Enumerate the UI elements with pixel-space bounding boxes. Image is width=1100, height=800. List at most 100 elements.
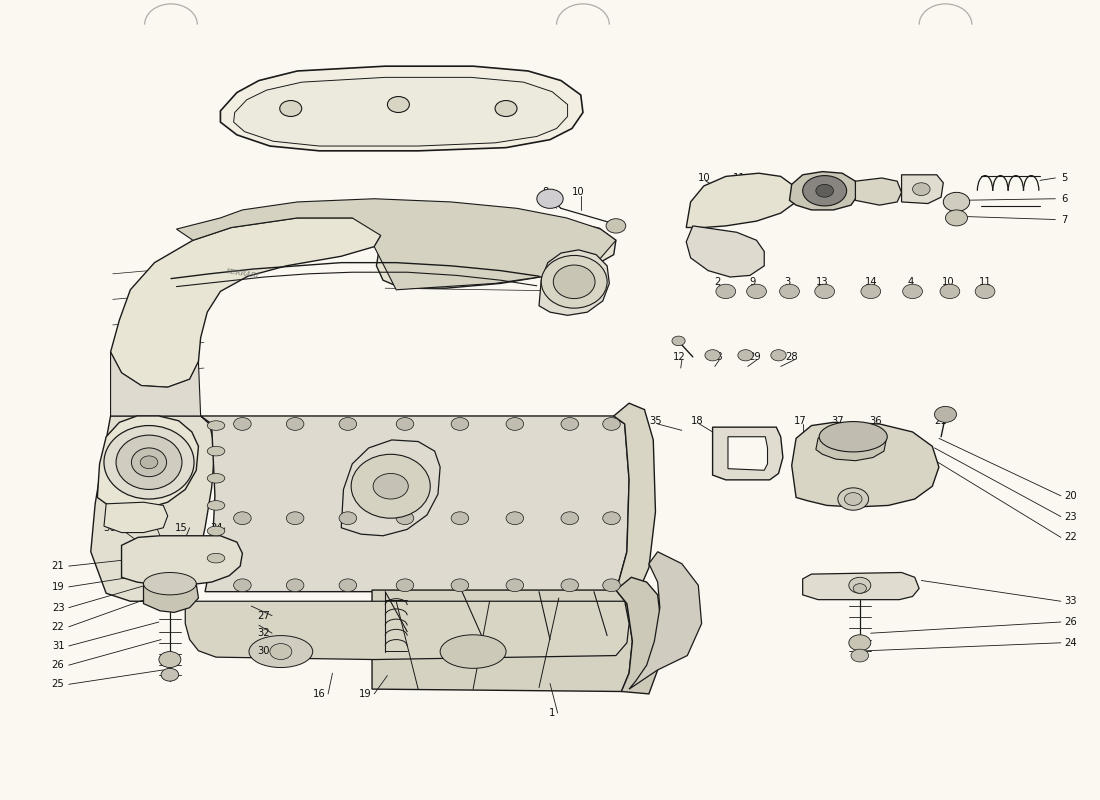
Circle shape: [339, 579, 356, 592]
Text: 10: 10: [942, 277, 954, 287]
Circle shape: [506, 418, 524, 430]
Circle shape: [672, 336, 685, 346]
Text: 23: 23: [52, 602, 65, 613]
Text: 34: 34: [210, 522, 222, 533]
Ellipse shape: [249, 635, 312, 667]
Circle shape: [387, 97, 409, 113]
Polygon shape: [176, 198, 616, 290]
Text: 3: 3: [784, 277, 791, 287]
Ellipse shape: [207, 501, 224, 510]
Circle shape: [940, 284, 960, 298]
Circle shape: [851, 649, 869, 662]
Circle shape: [506, 512, 524, 525]
Polygon shape: [376, 218, 616, 288]
Circle shape: [396, 579, 414, 592]
Text: 27: 27: [257, 610, 270, 621]
Text: 14: 14: [865, 277, 877, 287]
Ellipse shape: [143, 573, 196, 595]
Text: 36: 36: [103, 522, 116, 533]
Ellipse shape: [131, 448, 166, 477]
Text: 6: 6: [1062, 194, 1067, 204]
Polygon shape: [341, 440, 440, 536]
Circle shape: [373, 474, 408, 499]
Circle shape: [286, 512, 304, 525]
Text: 24: 24: [1064, 638, 1077, 648]
Text: 23: 23: [1064, 511, 1077, 522]
Ellipse shape: [207, 526, 224, 536]
Circle shape: [705, 350, 720, 361]
Circle shape: [451, 418, 469, 430]
Text: 21: 21: [935, 416, 947, 426]
Text: 21: 21: [52, 561, 65, 571]
Circle shape: [603, 579, 620, 592]
Text: FERRARI: FERRARI: [226, 267, 260, 280]
Circle shape: [140, 456, 157, 469]
Text: 13: 13: [816, 277, 828, 287]
Circle shape: [279, 101, 301, 117]
Ellipse shape: [207, 554, 224, 563]
Circle shape: [286, 418, 304, 430]
Circle shape: [286, 579, 304, 592]
Text: 37: 37: [832, 416, 844, 426]
Circle shape: [976, 284, 994, 298]
Circle shape: [396, 418, 414, 430]
Circle shape: [815, 284, 835, 298]
Circle shape: [451, 512, 469, 525]
Ellipse shape: [820, 422, 888, 452]
Circle shape: [861, 284, 881, 298]
Text: 26: 26: [1064, 617, 1077, 627]
Text: 16: 16: [314, 689, 326, 699]
Polygon shape: [728, 437, 768, 470]
Circle shape: [603, 512, 620, 525]
Text: 9: 9: [749, 277, 756, 287]
Polygon shape: [372, 590, 632, 691]
Text: 25: 25: [52, 679, 65, 690]
Circle shape: [816, 184, 834, 197]
Polygon shape: [104, 502, 167, 533]
Circle shape: [849, 578, 871, 594]
Circle shape: [451, 579, 469, 592]
Polygon shape: [902, 174, 944, 203]
Ellipse shape: [207, 474, 224, 483]
Text: 28: 28: [785, 352, 798, 362]
Circle shape: [339, 512, 356, 525]
Circle shape: [738, 350, 754, 361]
Circle shape: [716, 284, 736, 298]
Circle shape: [233, 512, 251, 525]
Circle shape: [339, 418, 356, 430]
Polygon shape: [539, 250, 609, 315]
Circle shape: [561, 418, 579, 430]
Text: 12: 12: [673, 352, 686, 362]
Text: 26: 26: [52, 660, 65, 670]
Polygon shape: [686, 173, 796, 227]
Text: 38: 38: [711, 352, 723, 362]
Circle shape: [849, 634, 871, 650]
Ellipse shape: [207, 421, 224, 430]
Circle shape: [913, 182, 931, 195]
Text: 37: 37: [142, 522, 154, 533]
Ellipse shape: [803, 175, 847, 206]
Polygon shape: [111, 352, 200, 416]
Ellipse shape: [351, 454, 430, 518]
Circle shape: [270, 643, 292, 659]
Circle shape: [854, 584, 867, 594]
Circle shape: [944, 192, 970, 211]
Text: 18: 18: [691, 416, 704, 426]
Ellipse shape: [104, 426, 194, 499]
Polygon shape: [233, 78, 568, 146]
Text: 20: 20: [1064, 491, 1077, 501]
Polygon shape: [143, 578, 198, 613]
Circle shape: [561, 579, 579, 592]
Polygon shape: [91, 416, 214, 602]
Circle shape: [771, 350, 786, 361]
Circle shape: [396, 512, 414, 525]
Ellipse shape: [440, 634, 506, 668]
Polygon shape: [629, 552, 702, 689]
Text: 19: 19: [52, 582, 65, 592]
Text: 22: 22: [52, 622, 65, 632]
Circle shape: [603, 418, 620, 430]
Polygon shape: [790, 171, 858, 210]
Ellipse shape: [207, 446, 224, 456]
Text: 1: 1: [549, 708, 556, 718]
Polygon shape: [713, 427, 783, 480]
